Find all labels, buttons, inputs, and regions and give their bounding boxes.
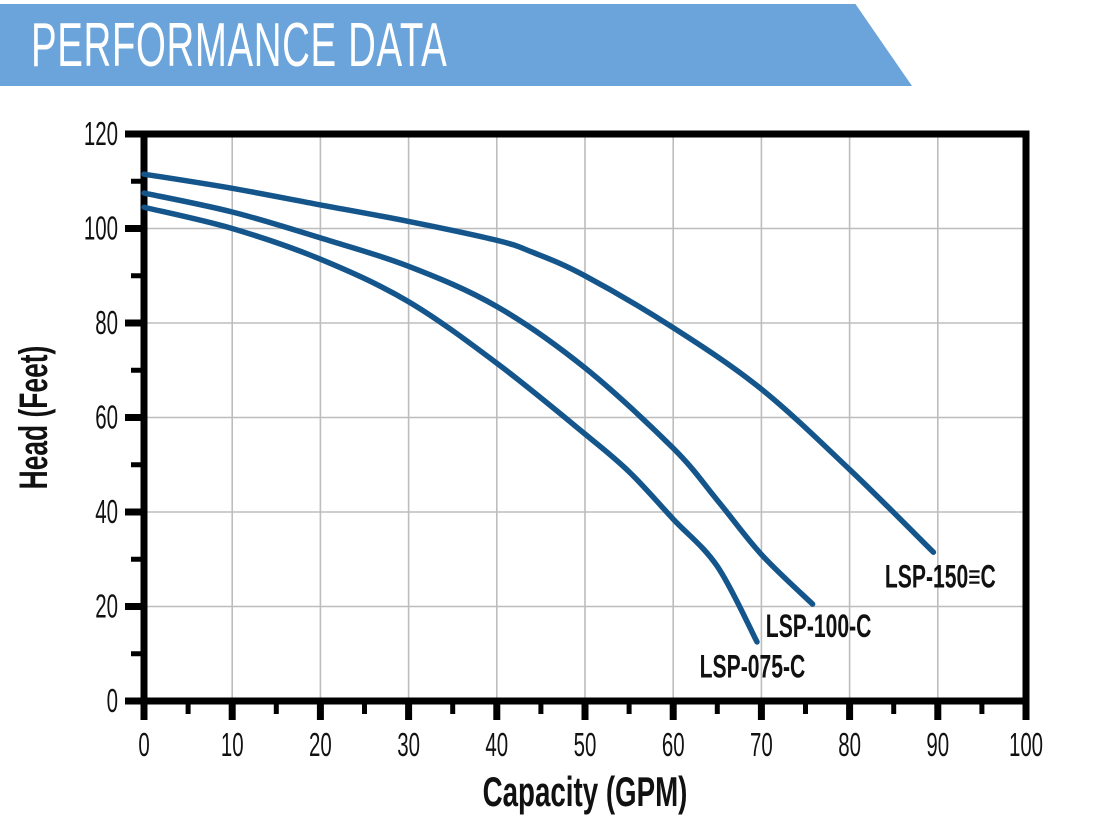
svg-text:LSP-150≡C: LSP-150≡C: [885, 558, 996, 595]
axis-ticks: [125, 130, 1030, 720]
y-tick-label-120: 120: [84, 115, 118, 152]
x-tick-label-80: 80: [838, 726, 861, 763]
x-tick-label-90: 90: [926, 726, 949, 763]
svg-text:LSP-100-C: LSP-100-C: [766, 608, 872, 645]
x-tick-label-70: 70: [750, 726, 773, 763]
svg-text:90: 90: [926, 726, 949, 763]
svg-text:20: 20: [309, 726, 332, 763]
curve-lsp-100-c: [141, 190, 816, 607]
x-tick-label-30: 30: [397, 726, 420, 763]
svg-text:0: 0: [107, 682, 118, 719]
x-tick-label-40: 40: [485, 726, 508, 763]
svg-text:30: 30: [397, 726, 420, 763]
svg-text:80: 80: [95, 304, 118, 341]
svg-text:10: 10: [221, 726, 244, 763]
performance-data-banner: PERFORMANCE DATA: [0, 4, 912, 86]
svg-text:0: 0: [138, 726, 149, 763]
x-tick-label-10: 10: [221, 726, 244, 763]
svg-text:50: 50: [574, 726, 597, 763]
plot-frame: [140, 130, 1030, 705]
y-tick-label-60: 60: [95, 398, 118, 435]
curve-label-lsp-075-c: LSP-075-C: [700, 648, 806, 685]
gridlines: [144, 134, 1026, 701]
y-tick-label-100: 100: [84, 209, 118, 246]
svg-text:120: 120: [84, 115, 118, 152]
svg-text:100: 100: [1009, 726, 1043, 763]
x-tick-label-50: 50: [574, 726, 597, 763]
x-axis-title: Capacity (GPM): [483, 768, 688, 815]
svg-text:80: 80: [838, 726, 861, 763]
curve-label-lsp-100-c: LSP-100-C: [766, 608, 872, 645]
x-tick-label-60: 60: [662, 726, 685, 763]
svg-text:40: 40: [95, 493, 118, 530]
svg-text:20: 20: [95, 587, 118, 624]
svg-text:70: 70: [750, 726, 773, 763]
x-tick-label-100: 100: [1009, 726, 1043, 763]
y-tick-labels: 0 20 40 60 80 100 120: [84, 115, 118, 719]
svg-text:60: 60: [95, 398, 118, 435]
y-axis-title: Head (Feet): [12, 346, 57, 490]
y-tick-label-80: 80: [95, 304, 118, 341]
svg-text:40: 40: [485, 726, 508, 763]
svg-text:LSP-075-C: LSP-075-C: [700, 648, 806, 685]
curve-label-lsp-150-c: LSP-150≡C: [885, 558, 996, 595]
y-tick-label-40: 40: [95, 493, 118, 530]
curve-lsp-075-c: [141, 204, 760, 645]
banner-title: PERFORMANCE DATA: [31, 10, 448, 80]
svg-text:60: 60: [662, 726, 685, 763]
svg-text:Capacity (GPM): Capacity (GPM): [483, 768, 688, 815]
x-tick-label-0: 0: [138, 726, 149, 763]
svg-text:100: 100: [84, 209, 118, 246]
y-tick-label-20: 20: [95, 587, 118, 624]
y-tick-label-0: 0: [107, 682, 118, 719]
svg-text:Head (Feet): Head (Feet): [12, 346, 57, 490]
x-tick-label-20: 20: [309, 726, 332, 763]
curve-lsp-150-c: [141, 171, 937, 555]
x-tick-labels: 0 10 20 30 40 50 60 70 80 90 100: [138, 726, 1043, 763]
